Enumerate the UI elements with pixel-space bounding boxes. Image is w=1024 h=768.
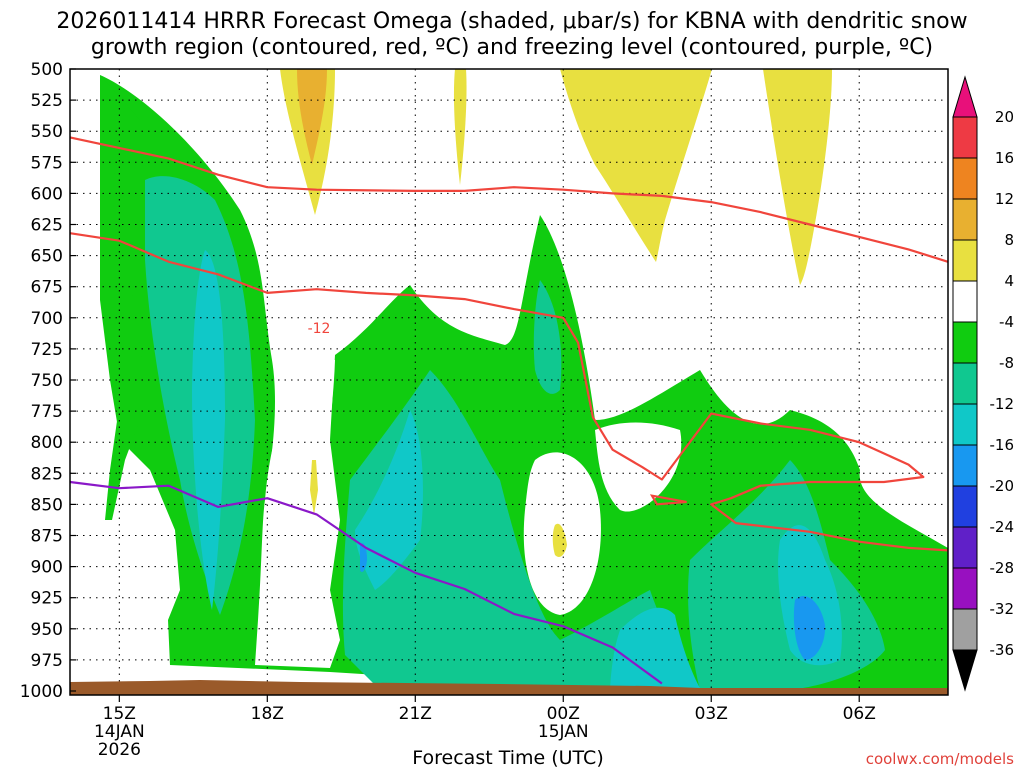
colorbar-swatch-3: [952, 239, 978, 282]
omega-blue-center: [360, 543, 367, 572]
colorbar-label-4: 4: [1004, 272, 1014, 290]
colorbar-top-arrow: [952, 75, 978, 118]
chart-title-line-1: 2026011414 HRRR Forecast Omega (shaded, …: [56, 9, 967, 34]
colorbar-label-2: 12: [995, 190, 1014, 208]
x-tick-sublabel-15JAN: 15JAN: [538, 722, 589, 742]
ground-terrain: [70, 680, 948, 695]
y-tick-label-575: 575: [31, 153, 63, 173]
shaded-omega-field: [100, 69, 948, 692]
x-tick-sublabel-14JAN: 14JAN: [94, 722, 145, 742]
y-tick-label-600: 600: [31, 184, 63, 204]
colorbar-label-12: -32: [990, 600, 1015, 618]
colorbar-label-11: -28: [990, 559, 1015, 577]
omega-yellow-6: [552, 523, 567, 557]
chart-title-line-2: growth region (contoured, red, ºC) and f…: [91, 35, 933, 60]
omega-cyan-left: [192, 250, 225, 610]
colorbar-swatch-5: [952, 321, 978, 364]
y-tick-label-700: 700: [31, 309, 63, 329]
colorbar-bottom-arrow: [952, 649, 978, 692]
contour-line-1: [69, 136, 949, 263]
colorbar-label-1: 16: [995, 149, 1014, 167]
contour-line-small-closed: [649, 494, 687, 506]
colorbar: 20 16 12 8 4 -4 -8 -12 -16 -20 -24 -28 -32 -36: [952, 75, 1015, 692]
y-tick-label-750: 750: [31, 371, 63, 391]
x-tick-label-00Z: 00Z: [547, 704, 580, 724]
y-tick-label-975: 975: [31, 651, 63, 671]
colorbar-label-10: -24: [990, 518, 1015, 536]
colorbar-swatch-1: [952, 157, 978, 200]
contour-line-2: [69, 232, 949, 552]
credit-text: coolwx.com/models: [866, 750, 1014, 768]
omega-cyan-right: [778, 525, 842, 666]
contour-lines: [69, 136, 949, 685]
x-tick-label-21Z: 21Z: [399, 704, 432, 724]
colorbar-label-3: 8: [1004, 231, 1014, 249]
colorbar-swatch-0: [952, 116, 978, 159]
colorbar-swatch-2: [952, 198, 978, 241]
plot-frame: [69, 68, 949, 696]
omega-green-left-strip: [100, 75, 150, 520]
colorbar-swatch-8: [952, 444, 978, 487]
y-tick-label-875: 875: [31, 527, 63, 547]
omega-cyan-lower: [610, 607, 700, 688]
x-tick-label-03Z: 03Z: [695, 704, 728, 724]
colorbar-label-5: -4: [999, 313, 1014, 331]
colorbar-label-7: -12: [990, 395, 1015, 413]
y-tick-label-775: 775: [31, 402, 63, 422]
y-tick-label-800: 800: [31, 433, 63, 453]
y-tick-label-500: 500: [31, 60, 63, 80]
y-tick-label-675: 675: [31, 278, 63, 298]
y-tick-label-925: 925: [31, 589, 63, 609]
y-tick-label-950: 950: [31, 620, 63, 640]
colorbar-swatch-12: [952, 608, 978, 651]
colorbar-label-0: 20: [995, 108, 1014, 126]
x-tick-label-15Z: 15Z: [103, 704, 136, 724]
x-tick-label-06Z: 06Z: [843, 704, 876, 724]
omega-yellow-3: [560, 69, 712, 262]
omega-white-hole-4: [595, 422, 682, 512]
y-tick-label-825: 825: [31, 464, 63, 484]
y-tick-label-725: 725: [31, 340, 63, 360]
y-tick-label-550: 550: [31, 122, 63, 142]
contour-line-3: [69, 480, 663, 685]
colorbar-swatch-6: [952, 362, 978, 405]
y-tick-label-650: 650: [31, 247, 63, 267]
colorbar-label-6: -8: [999, 354, 1014, 372]
colorbar-label-9: -20: [990, 477, 1015, 495]
x-tick-label-18Z: 18Z: [251, 704, 284, 724]
colorbar-label-8: -16: [990, 436, 1015, 454]
x-axis-title: Forecast Time (UTC): [412, 747, 603, 768]
omega-orange-1: [297, 69, 327, 165]
y-tick-label-900: 900: [31, 558, 63, 578]
x-tick-sublabel-2026: 2026: [98, 740, 141, 760]
colorbar-swatch-4: [952, 280, 978, 323]
omega-blue-right: [793, 596, 826, 660]
y-tick-label-625: 625: [31, 216, 63, 236]
y-tick-label-525: 525: [31, 91, 63, 111]
contour-label-minus-12: -12: [308, 321, 331, 337]
colorbar-swatch-11: [952, 567, 978, 610]
colorbar-swatch-9: [952, 485, 978, 528]
y-tick-label-850: 850: [31, 495, 63, 515]
colorbar-label-13: -36: [990, 641, 1015, 659]
omega-cyan-center: [355, 410, 423, 590]
omega-white-hole-1: [265, 360, 335, 620]
y-tick-label-1000: 1000: [20, 682, 63, 702]
y-axis: 500 525 550 575 600 625 650 675 700 725 750 775 800 8…: [20, 60, 76, 702]
omega-teal-center: [342, 370, 700, 690]
colorbar-swatch-7: [952, 403, 978, 446]
omega-yellow-2: [453, 69, 467, 185]
omega-teal-mid-column: [533, 280, 562, 394]
colorbar-swatch-10: [952, 526, 978, 569]
omega-yellow-4: [763, 69, 832, 285]
